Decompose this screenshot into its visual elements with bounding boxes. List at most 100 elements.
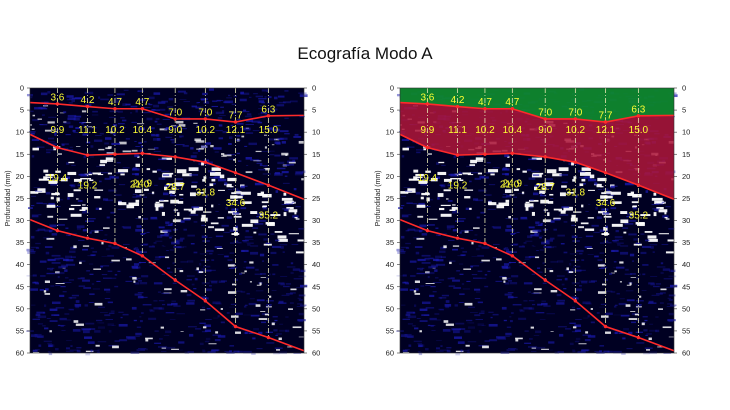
speckle xyxy=(75,300,80,303)
speckle xyxy=(230,266,237,269)
speckle xyxy=(57,224,65,226)
speckle xyxy=(52,179,58,181)
speckle xyxy=(263,243,272,246)
speckle xyxy=(218,203,221,205)
speckle xyxy=(197,102,201,104)
speckle xyxy=(277,95,285,98)
speckle xyxy=(29,288,38,291)
speckle xyxy=(661,244,669,245)
speckle xyxy=(67,197,70,200)
speckle xyxy=(531,157,542,160)
speckle xyxy=(257,113,263,115)
speckle xyxy=(534,288,542,291)
speckle xyxy=(542,219,552,223)
speckle xyxy=(435,227,439,230)
speckle xyxy=(523,300,528,302)
speckle xyxy=(537,267,541,269)
speckle xyxy=(585,235,594,238)
speckle xyxy=(274,347,283,349)
speckle xyxy=(205,288,212,292)
speckle xyxy=(278,337,282,341)
speckle xyxy=(137,292,144,294)
speckle xyxy=(215,130,223,132)
speckle xyxy=(234,231,238,236)
speckle xyxy=(105,319,114,320)
speckle xyxy=(222,154,232,157)
speckle xyxy=(472,227,480,229)
speckle xyxy=(258,318,268,320)
speckle xyxy=(244,270,247,273)
speckle xyxy=(89,172,94,174)
speckle xyxy=(30,246,39,249)
speckle xyxy=(525,206,529,211)
speckle xyxy=(425,282,435,284)
speckle xyxy=(171,141,175,144)
speckle xyxy=(457,341,465,344)
speckle xyxy=(431,329,436,331)
speckle xyxy=(584,246,592,249)
speckle xyxy=(594,255,599,258)
speckle xyxy=(282,101,291,104)
speckle xyxy=(610,207,617,210)
speckle xyxy=(150,309,153,311)
boundary-2-point xyxy=(203,160,208,164)
speckle xyxy=(71,99,76,103)
speckle xyxy=(54,133,57,136)
speckle xyxy=(165,235,173,237)
speckle xyxy=(66,319,71,321)
speckle xyxy=(30,132,35,135)
speckle xyxy=(112,345,119,349)
speckle xyxy=(668,299,673,301)
speckle xyxy=(285,316,289,318)
boundary-2-point xyxy=(603,171,608,175)
speckle xyxy=(532,229,542,233)
speckle xyxy=(660,271,664,275)
speckle xyxy=(161,273,166,275)
speckle xyxy=(73,320,79,323)
speckle xyxy=(583,317,589,319)
speckle xyxy=(174,125,178,128)
speckle xyxy=(446,228,452,230)
left-tick-label: 25 xyxy=(386,194,394,203)
speckle xyxy=(157,291,161,293)
boundary-1-point xyxy=(483,107,487,111)
speckle xyxy=(90,145,94,148)
boundary-1-point xyxy=(203,117,208,121)
speckle xyxy=(42,312,46,314)
speckle xyxy=(263,193,272,198)
speckle xyxy=(122,243,130,245)
speckle xyxy=(265,167,270,171)
speckle xyxy=(405,313,411,317)
speckle xyxy=(101,274,108,276)
speckle xyxy=(481,324,486,326)
speckle xyxy=(89,293,95,296)
speckle xyxy=(135,250,143,254)
speckle xyxy=(558,333,564,337)
speckle xyxy=(569,262,572,266)
speckle xyxy=(407,188,416,191)
speckle xyxy=(62,291,67,293)
layer-3-value: 35.2 xyxy=(629,210,649,221)
speckle xyxy=(171,187,177,190)
speckle xyxy=(582,334,592,336)
speckle xyxy=(138,279,143,282)
speckle xyxy=(48,352,53,356)
speckle xyxy=(231,208,239,211)
speckle xyxy=(273,352,280,355)
speckle xyxy=(288,308,293,310)
speckle xyxy=(290,100,298,103)
speckle xyxy=(657,346,665,348)
speckle xyxy=(71,294,79,297)
speckle xyxy=(131,168,140,171)
speckle xyxy=(200,98,208,100)
speckle xyxy=(237,350,243,353)
speckle xyxy=(520,216,527,219)
speckle xyxy=(506,349,515,351)
speckle xyxy=(258,98,267,100)
speckle xyxy=(596,216,602,220)
speckle xyxy=(298,92,307,94)
speckle xyxy=(227,264,235,267)
speckle xyxy=(401,304,406,306)
layer-2-value: 11.1 xyxy=(448,125,467,136)
speckle xyxy=(532,192,539,196)
